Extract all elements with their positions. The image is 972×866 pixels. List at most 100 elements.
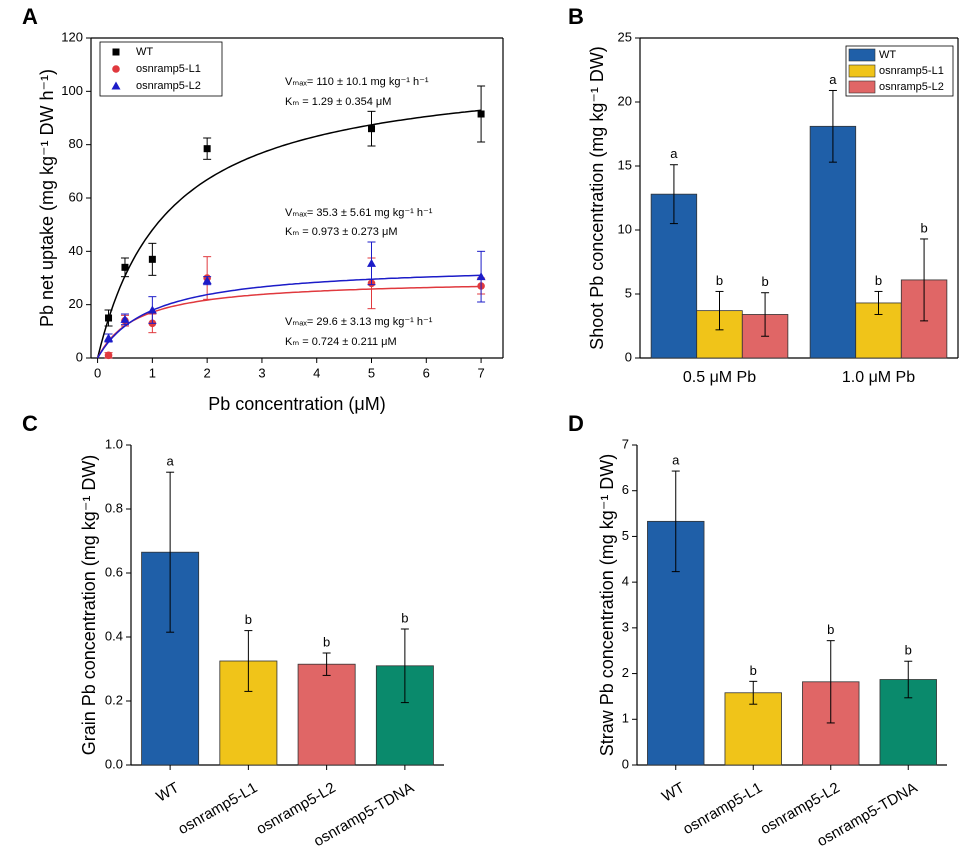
significance-letter: b xyxy=(245,612,252,627)
point xyxy=(476,272,486,281)
point xyxy=(148,255,156,263)
legend-label: osnramp5-L1 xyxy=(136,63,201,75)
y-tick-label: 0 xyxy=(76,349,83,364)
significance-letter: a xyxy=(670,146,678,161)
significance-letter: a xyxy=(672,452,680,467)
x-tick-label: 7 xyxy=(477,365,484,380)
fit-curve xyxy=(96,285,482,359)
legend-marker xyxy=(111,81,121,90)
point xyxy=(104,351,113,360)
point xyxy=(104,333,114,342)
significance-letter: b xyxy=(323,634,330,649)
legend-swatch xyxy=(848,64,876,78)
y-tick-label: 100 xyxy=(61,83,83,98)
y-tick-label: 10 xyxy=(618,221,632,236)
y-tick-label: 5 xyxy=(625,285,632,300)
x-tick-label: WT xyxy=(659,779,688,805)
significance-letter: a xyxy=(829,72,837,87)
y-axis-label: Grain Pb concentration (mg kg⁻¹ DW) xyxy=(79,455,99,756)
y-tick-label: 0 xyxy=(625,349,632,364)
y-tick-label: 6 xyxy=(622,482,629,497)
panel-letter: B xyxy=(568,4,584,29)
legend-label: WT xyxy=(136,46,153,58)
significance-letter: b xyxy=(401,610,408,625)
panel-letter: C xyxy=(22,411,38,436)
bar xyxy=(724,692,782,766)
legend-label: osnramp5-L2 xyxy=(879,81,944,93)
x-tick-label: 4 xyxy=(313,365,320,380)
panel-letter: D xyxy=(568,411,584,436)
y-tick-label: 1 xyxy=(622,711,629,726)
point xyxy=(105,314,113,322)
legend-marker xyxy=(112,48,120,56)
point xyxy=(202,276,212,285)
x-tick-label: 1 xyxy=(149,365,156,380)
x-tick-label: osnramp5-L1 xyxy=(175,779,260,838)
y-axis-label: Shoot Pb concentration (mg kg⁻¹ DW) xyxy=(587,46,607,350)
y-tick-label: 15 xyxy=(618,157,632,172)
annotation: Kₘ = 0.973 ± 0.273 μM xyxy=(285,226,398,238)
y-tick-label: 5 xyxy=(622,528,629,543)
y-axis-label: Straw Pb concentration (mg kg⁻¹ DW) xyxy=(597,454,617,757)
y-tick-label: 7 xyxy=(622,436,629,451)
significance-letter: b xyxy=(905,643,912,658)
significance-letter: b xyxy=(920,220,927,235)
y-tick-label: 25 xyxy=(618,29,632,44)
y-tick-label: 0.2 xyxy=(105,692,123,707)
y-axis-label: Pb net uptake (mg kg⁻¹ DW h⁻¹) xyxy=(37,69,57,327)
x-tick-label: 2 xyxy=(204,365,211,380)
y-tick-label: 2 xyxy=(622,665,629,680)
annotation: Kₘ = 0.724 ± 0.211 μM xyxy=(285,336,397,348)
x-axis-label: Pb concentration (μM) xyxy=(208,394,385,414)
fit-curve xyxy=(96,274,482,359)
legend-label: osnramp5-L2 xyxy=(136,80,201,92)
x-tick-label: osnramp5-L1 xyxy=(680,779,765,838)
y-tick-label: 3 xyxy=(622,619,629,634)
x-tick-label: 6 xyxy=(423,365,430,380)
legend-swatch xyxy=(848,80,876,94)
y-tick-label: 1.0 xyxy=(105,436,123,451)
bar xyxy=(141,551,200,766)
y-tick-label: 60 xyxy=(69,189,83,204)
x-tick-label: WT xyxy=(153,779,182,805)
fit-curve xyxy=(96,109,482,359)
point xyxy=(203,145,211,153)
y-tick-label: 40 xyxy=(69,243,83,258)
annotation: Vₘₐₓ= 29.6 ± 3.13 mg kg⁻¹ h⁻¹ xyxy=(285,316,433,328)
x-tick-label: 0.5 μM Pb xyxy=(683,369,756,386)
point xyxy=(147,305,157,314)
legend-label: osnramp5-L1 xyxy=(879,65,944,77)
y-tick-label: 0.6 xyxy=(105,564,123,579)
significance-letter: b xyxy=(827,622,834,637)
x-tick-label: 3 xyxy=(258,365,265,380)
bar xyxy=(297,663,356,766)
y-tick-label: 0.4 xyxy=(105,628,123,643)
y-tick-label: 0.8 xyxy=(105,500,123,515)
legend-swatch xyxy=(848,48,876,62)
legend-box xyxy=(99,41,223,97)
legend-label: WT xyxy=(879,49,896,61)
legend-marker xyxy=(112,65,120,73)
y-tick-label: 0 xyxy=(622,756,629,771)
point xyxy=(368,125,376,133)
significance-letter: b xyxy=(716,273,723,288)
x-tick-label: 1.0 μM Pb xyxy=(842,369,915,386)
annotation: Vₘₐₓ= 110 ± 10.1 mg kg⁻¹ h⁻¹ xyxy=(285,76,429,88)
y-tick-label: 80 xyxy=(69,136,83,151)
significance-letter: b xyxy=(750,663,757,678)
point xyxy=(121,263,129,271)
y-tick-label: 120 xyxy=(61,29,83,44)
panel-letter: A xyxy=(22,4,38,29)
significance-letter: a xyxy=(167,454,175,469)
x-tick-label: 5 xyxy=(368,365,375,380)
x-tick-label: 0 xyxy=(94,365,101,380)
annotation: Kₘ = 1.29 ± 0.354 μM xyxy=(285,96,391,108)
significance-letter: b xyxy=(875,273,882,288)
bar xyxy=(809,125,857,359)
significance-letter: b xyxy=(761,274,768,289)
y-tick-label: 20 xyxy=(69,296,83,311)
y-tick-label: 4 xyxy=(622,574,629,589)
point xyxy=(477,110,485,118)
point xyxy=(367,258,377,267)
